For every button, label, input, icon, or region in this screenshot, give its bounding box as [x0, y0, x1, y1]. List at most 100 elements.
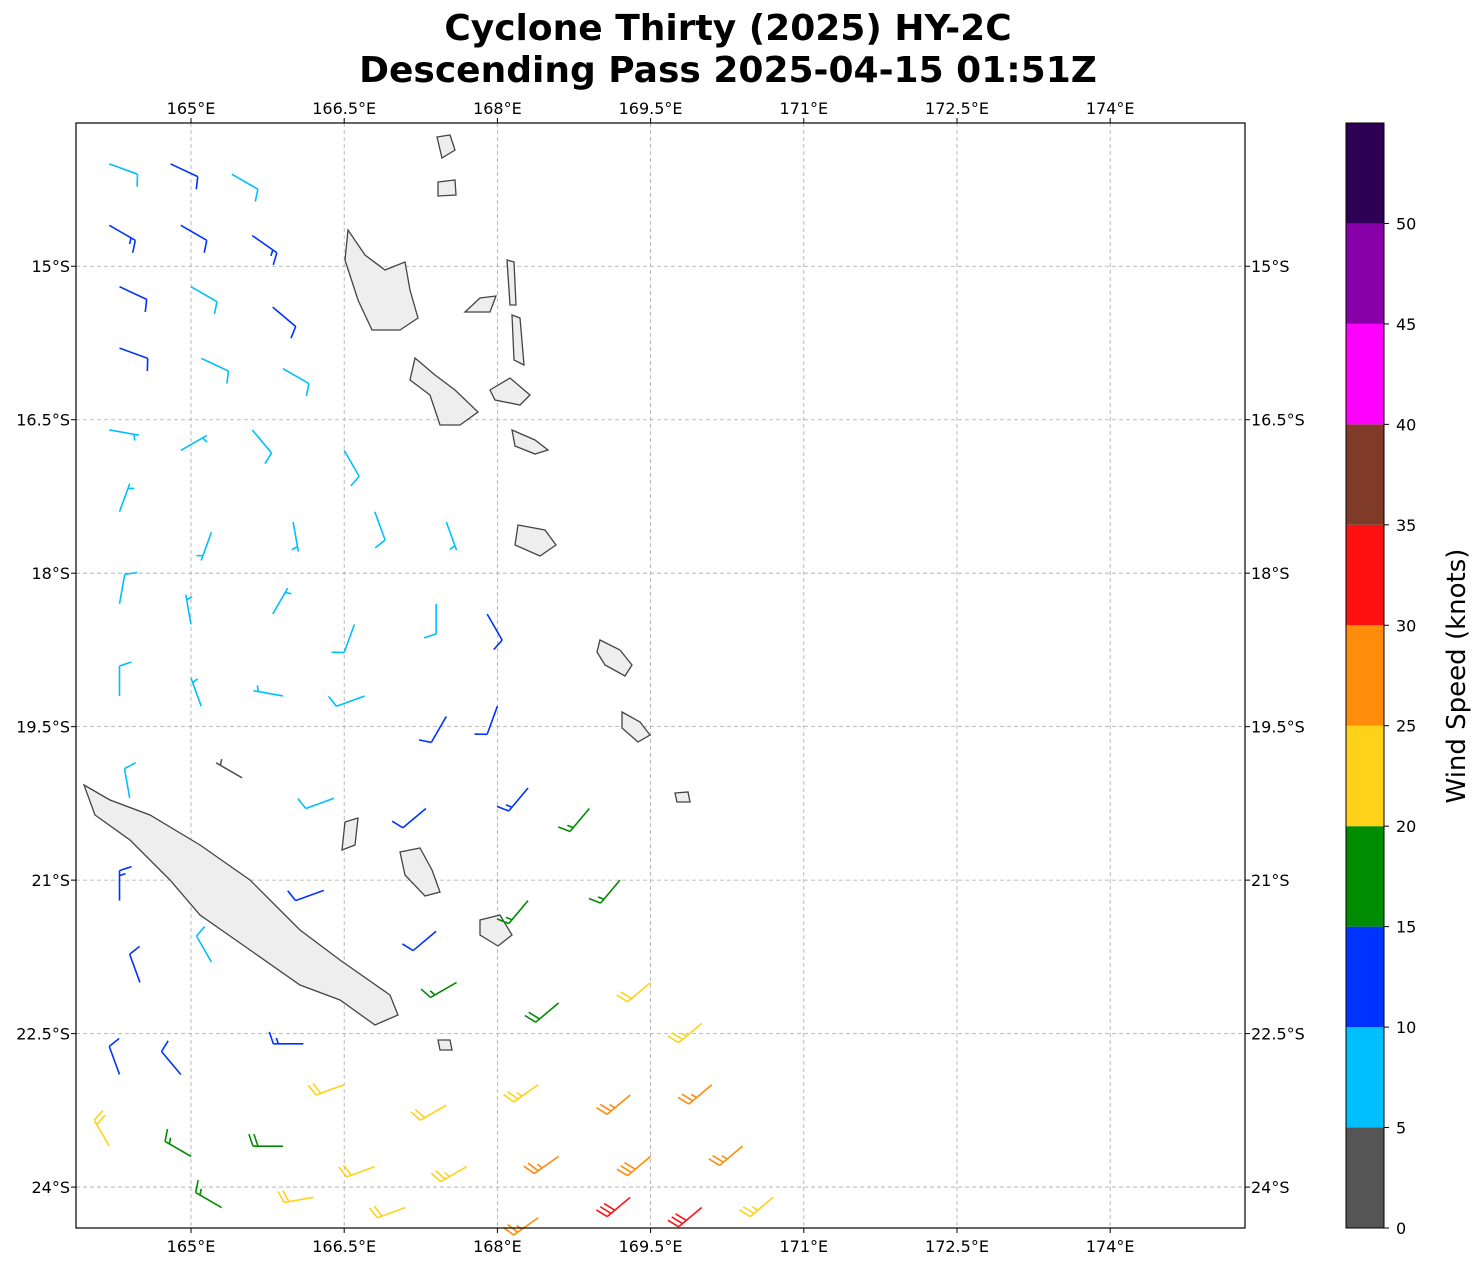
wind-barbs — [93, 163, 774, 1236]
island — [506, 259, 517, 306]
x-tick-label: 166.5°E — [312, 1237, 376, 1256]
y-tick-label: 15°S — [31, 257, 70, 276]
wind-barb — [268, 1031, 304, 1045]
wind-barb — [160, 1040, 182, 1076]
y-tick-label: 18°S — [31, 564, 70, 583]
y-tick-label: 21°S — [1251, 871, 1290, 890]
wind-barb — [108, 1037, 121, 1075]
wind-barb — [677, 1084, 713, 1105]
grid — [76, 123, 1245, 1228]
wind-barb — [391, 807, 427, 829]
wind-barb — [708, 1145, 744, 1167]
wind-barb — [277, 1190, 314, 1204]
colorbar-segment — [1346, 524, 1384, 626]
wind-barb — [93, 1110, 110, 1147]
x-tick-label: 169.5°E — [619, 99, 683, 118]
island — [437, 179, 457, 197]
wind-barb — [420, 981, 457, 999]
y-tick-label: 16.5°S — [1251, 411, 1305, 430]
island — [341, 817, 359, 851]
x-tick-label: 165°E — [167, 1237, 216, 1256]
island — [82, 783, 399, 1026]
island — [463, 295, 497, 313]
wind-barb — [503, 1084, 539, 1103]
island — [511, 428, 550, 455]
wind-barb — [338, 1164, 376, 1178]
wind-barb — [180, 434, 208, 452]
colorbar-segment — [1346, 1127, 1384, 1228]
wind-barb — [190, 677, 202, 707]
land — [82, 134, 691, 1051]
colorbar-tick-label: 30 — [1396, 616, 1416, 635]
colorbar-tick-label: 50 — [1396, 214, 1416, 233]
wind-barb — [108, 224, 137, 253]
y-tick-label: 21°S — [31, 871, 70, 890]
wind-barb — [374, 511, 386, 549]
wind-barb — [118, 483, 135, 513]
wind-barb — [616, 1155, 652, 1177]
wind-barb — [109, 163, 139, 187]
x-tick-label: 168°E — [473, 1237, 522, 1256]
colorbar-segment — [1346, 424, 1384, 525]
island — [511, 314, 525, 367]
wind-barb — [297, 797, 335, 810]
map-frame — [75, 122, 1246, 1229]
colorbar-frame — [1345, 122, 1385, 1229]
x-tick-label: 174°E — [1086, 99, 1135, 118]
wind-barb — [486, 613, 503, 651]
wind-barb — [418, 716, 448, 744]
y-tick-label: 19.5°S — [16, 718, 70, 737]
colorbar-segment — [1346, 323, 1384, 425]
y-tick-label: 24°S — [31, 1178, 70, 1197]
wind-barb — [327, 695, 365, 707]
island — [621, 710, 651, 743]
wind-barb — [272, 587, 292, 615]
island — [437, 1039, 453, 1051]
wind-barb — [523, 1155, 560, 1175]
wind-barb — [164, 1128, 192, 1158]
wind-barb — [307, 1082, 345, 1096]
wind-barb — [195, 926, 213, 963]
island — [409, 356, 480, 426]
wind-barb — [474, 705, 499, 736]
wind-barb — [343, 450, 360, 487]
island — [344, 228, 419, 331]
wind-barb — [180, 224, 208, 253]
y-tick-label: 24°S — [1251, 1178, 1290, 1197]
island — [674, 791, 691, 803]
wind-barb — [118, 571, 138, 605]
wind-barb — [200, 357, 230, 384]
island — [489, 377, 531, 406]
wind-barb — [331, 624, 356, 654]
colorbar-tick-label: 25 — [1396, 717, 1416, 736]
colorbar-tick-label: 10 — [1396, 1018, 1416, 1037]
y-tick-label: 22.5°S — [16, 1025, 70, 1044]
wind-barb — [170, 163, 199, 190]
wind-barb — [215, 758, 243, 779]
colorbar-segment — [1346, 1027, 1384, 1128]
wind-barb — [248, 1133, 283, 1147]
wind-barb — [194, 1179, 223, 1209]
x-tick-label: 172.5°E — [925, 1237, 989, 1256]
island — [514, 524, 557, 557]
colorbar-tick-label: 20 — [1396, 817, 1416, 836]
wind-barb — [557, 807, 590, 833]
x-tick-label: 165°E — [167, 99, 216, 118]
wind-barb — [401, 930, 437, 952]
wind-barb — [118, 661, 132, 696]
wind-barb — [616, 981, 652, 1003]
wind-barb — [496, 900, 529, 925]
axes: 165°E 165°E 166.5°E 166.5°E 168°E 168°E 169.5°… — [16, 99, 1305, 1256]
wind-barb — [423, 603, 437, 639]
island — [399, 847, 441, 897]
colorbar-segment — [1346, 725, 1384, 827]
wind-barb — [287, 889, 325, 902]
wind-barb — [196, 531, 213, 561]
wind-barb — [123, 762, 137, 799]
wind-barb — [738, 1196, 774, 1218]
x-tick-label: 168°E — [473, 99, 522, 118]
x-tick-label: 166.5°E — [312, 99, 376, 118]
colorbar-segment — [1346, 625, 1384, 726]
colorbar-segment — [1346, 223, 1384, 324]
